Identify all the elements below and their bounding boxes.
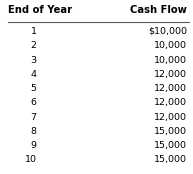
Text: 15,000: 15,000 (154, 155, 187, 164)
Text: 10,000: 10,000 (154, 56, 187, 65)
Text: End of Year: End of Year (8, 5, 72, 15)
Text: 15,000: 15,000 (154, 141, 187, 150)
Text: 15,000: 15,000 (154, 127, 187, 136)
Text: 7: 7 (31, 113, 37, 122)
Text: Cash Flow: Cash Flow (130, 5, 187, 15)
Text: 12,000: 12,000 (154, 84, 187, 93)
Text: 5: 5 (31, 84, 37, 93)
Text: 9: 9 (31, 141, 37, 150)
Text: 2: 2 (31, 41, 37, 50)
Text: 10,000: 10,000 (154, 41, 187, 50)
Text: 12,000: 12,000 (154, 113, 187, 122)
Text: 8: 8 (31, 127, 37, 136)
Text: 4: 4 (31, 70, 37, 79)
Text: $10,000: $10,000 (148, 27, 187, 36)
Text: 12,000: 12,000 (154, 98, 187, 107)
Text: 12,000: 12,000 (154, 70, 187, 79)
Text: 3: 3 (30, 56, 37, 65)
Text: 10: 10 (25, 155, 37, 164)
Text: 1: 1 (31, 27, 37, 36)
Text: 6: 6 (31, 98, 37, 107)
